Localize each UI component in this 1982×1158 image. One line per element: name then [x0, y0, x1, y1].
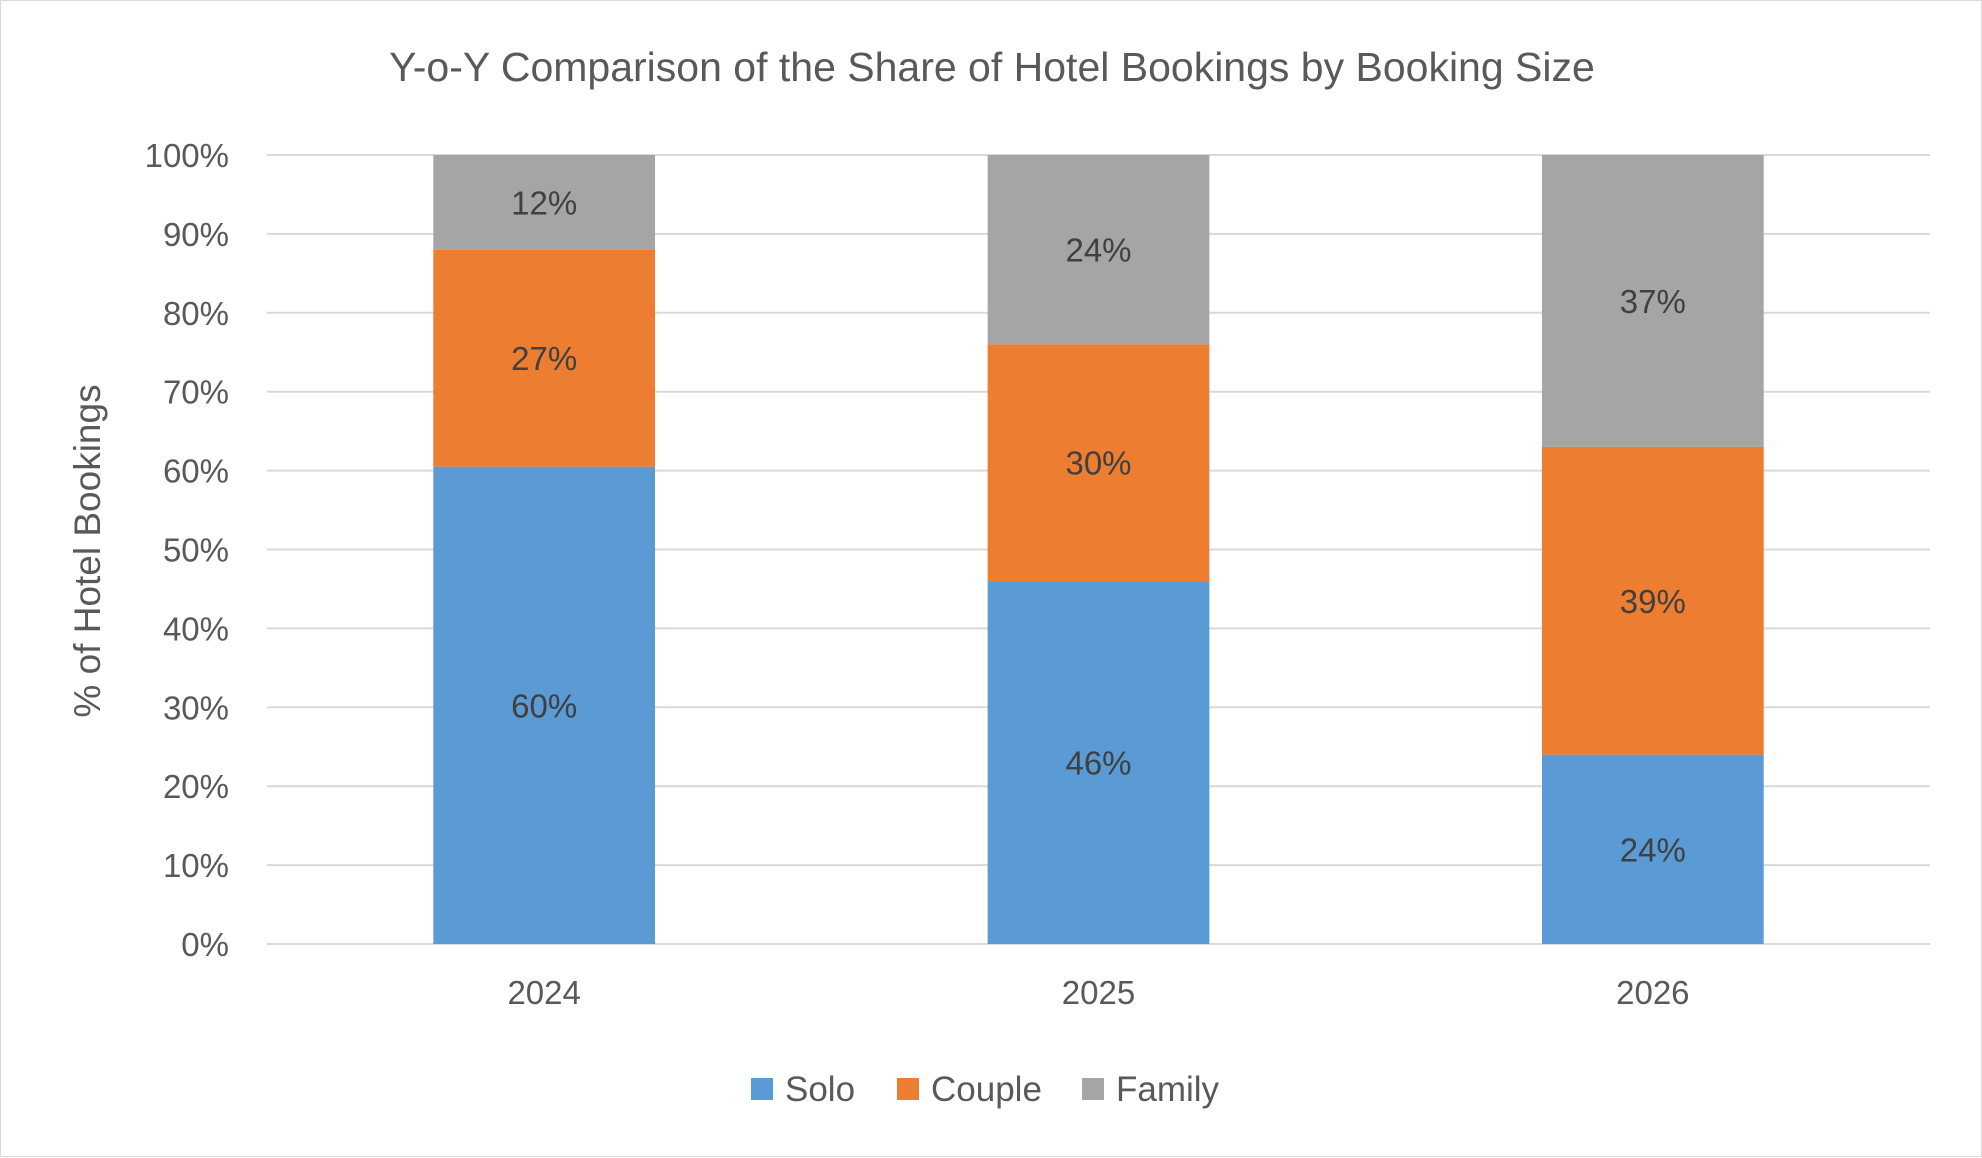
bar-family-2024 [433, 155, 656, 250]
bar-family-2025 [987, 155, 1210, 345]
x-tick-label: 2024 [507, 974, 580, 1011]
data-label-couple-2024: 27% [511, 340, 577, 377]
x-tick-label: 2026 [1616, 974, 1689, 1011]
x-axis-ticks: 2024 2025 2026 [507, 974, 1689, 1011]
y-axis-ticks: 0% 10% 20% 30% 40% 50% 60% 70% 80% 90% 100% [145, 137, 229, 963]
y-tick-label: 60% [163, 453, 229, 490]
x-tick-label: 2025 [1062, 974, 1135, 1011]
data-label-couple-2025: 30% [1065, 445, 1131, 482]
y-tick-label: 70% [163, 374, 229, 411]
y-tick-label: 10% [163, 847, 229, 884]
bar-family-2026 [1541, 155, 1764, 447]
legend-swatch-family [1082, 1078, 1104, 1100]
chart-title: Y-o-Y Comparison of the Share of Hotel B… [389, 44, 1595, 90]
data-label-family-2024: 12% [511, 184, 577, 221]
bar-couple-2025 [987, 344, 1210, 582]
data-label-family-2026: 37% [1620, 283, 1686, 320]
y-axis-label: % of Hotel Bookings [67, 384, 108, 717]
y-tick-label: 100% [145, 137, 229, 174]
legend-label-family: Family [1116, 1070, 1220, 1109]
bar-couple-2026 [1541, 446, 1764, 755]
legend-swatch-solo [751, 1078, 773, 1100]
data-label-solo-2025: 46% [1065, 745, 1131, 782]
data-label-solo-2024: 60% [511, 687, 577, 724]
bars: 60% 27% 12% 46% 30% 24% 24% 39% 37% [433, 155, 1764, 944]
y-tick-label: 90% [163, 216, 229, 253]
bar-solo-2024 [433, 466, 656, 944]
data-label-couple-2026: 39% [1620, 583, 1686, 620]
y-tick-label: 80% [163, 295, 229, 332]
y-tick-label: 50% [163, 532, 229, 569]
y-tick-label: 40% [163, 610, 229, 647]
legend-label-solo: Solo [785, 1070, 855, 1109]
data-label-solo-2026: 24% [1620, 831, 1686, 868]
bar-solo-2025 [987, 581, 1210, 944]
legend: Solo Couple Family [751, 1070, 1220, 1109]
y-tick-label: 0% [181, 926, 229, 963]
bar-couple-2024 [433, 249, 656, 467]
legend-label-couple: Couple [931, 1070, 1042, 1109]
y-tick-label: 30% [163, 689, 229, 726]
y-tick-label: 20% [163, 768, 229, 805]
legend-swatch-couple [897, 1078, 919, 1100]
data-label-family-2025: 24% [1065, 232, 1131, 269]
bar-solo-2026 [1541, 754, 1764, 944]
